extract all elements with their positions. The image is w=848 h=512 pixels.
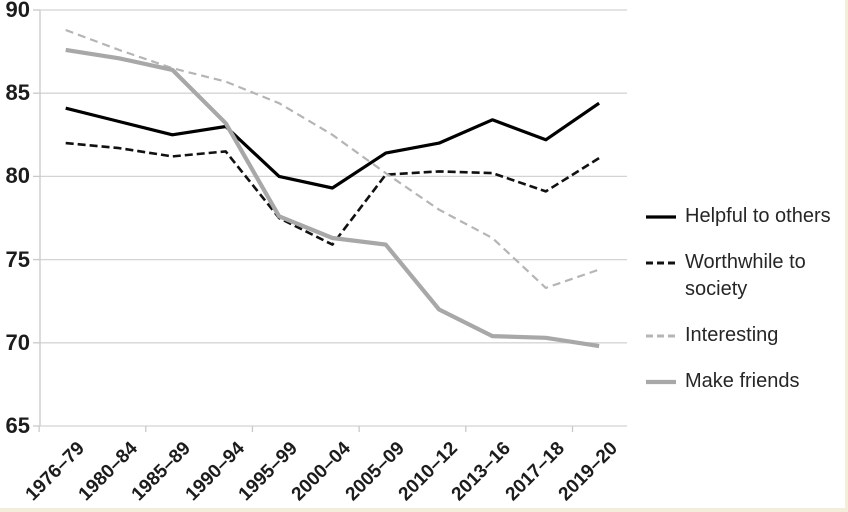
legend-item-worthwhile-to-society: Worthwhile to society [645,249,845,303]
series-line-helpful-to-others [65,101,601,190]
legend: Helpful to others Worthwhile to society In… [645,203,845,395]
legend-label-interesting: Interesting [685,324,779,346]
y-tick-label-85: 85 [5,80,30,106]
y-tick-label-75: 75 [5,246,30,272]
series-line-make-friends [65,47,600,349]
legend-marker-dashed-line-icon [646,334,676,338]
legend-label-helpful-to-others: Helpful to others [685,205,831,227]
legend-item-make-friends: Make friends [645,368,845,395]
y-tick-label-70: 70 [5,329,30,355]
legend-marker-dashed-line-icon [646,261,676,265]
legend-marker-solid-line-icon [646,379,676,385]
legend-item-helpful-to-others: Helpful to others [645,203,845,230]
series-line-interesting [65,28,600,289]
legend-marker-solid-line-icon [646,215,676,219]
y-tick-label-65: 65 [5,413,30,438]
y-tick-label-80: 80 [5,163,30,189]
series-line-worthwhile-to-society [65,141,600,246]
legend-item-interesting: Interesting [645,322,845,349]
legend-label-worthwhile-to-society: Worthwhile to society [685,251,806,300]
y-tick-label-90: 90 [5,0,30,22]
legend-label-make-friends: Make friends [685,370,800,392]
